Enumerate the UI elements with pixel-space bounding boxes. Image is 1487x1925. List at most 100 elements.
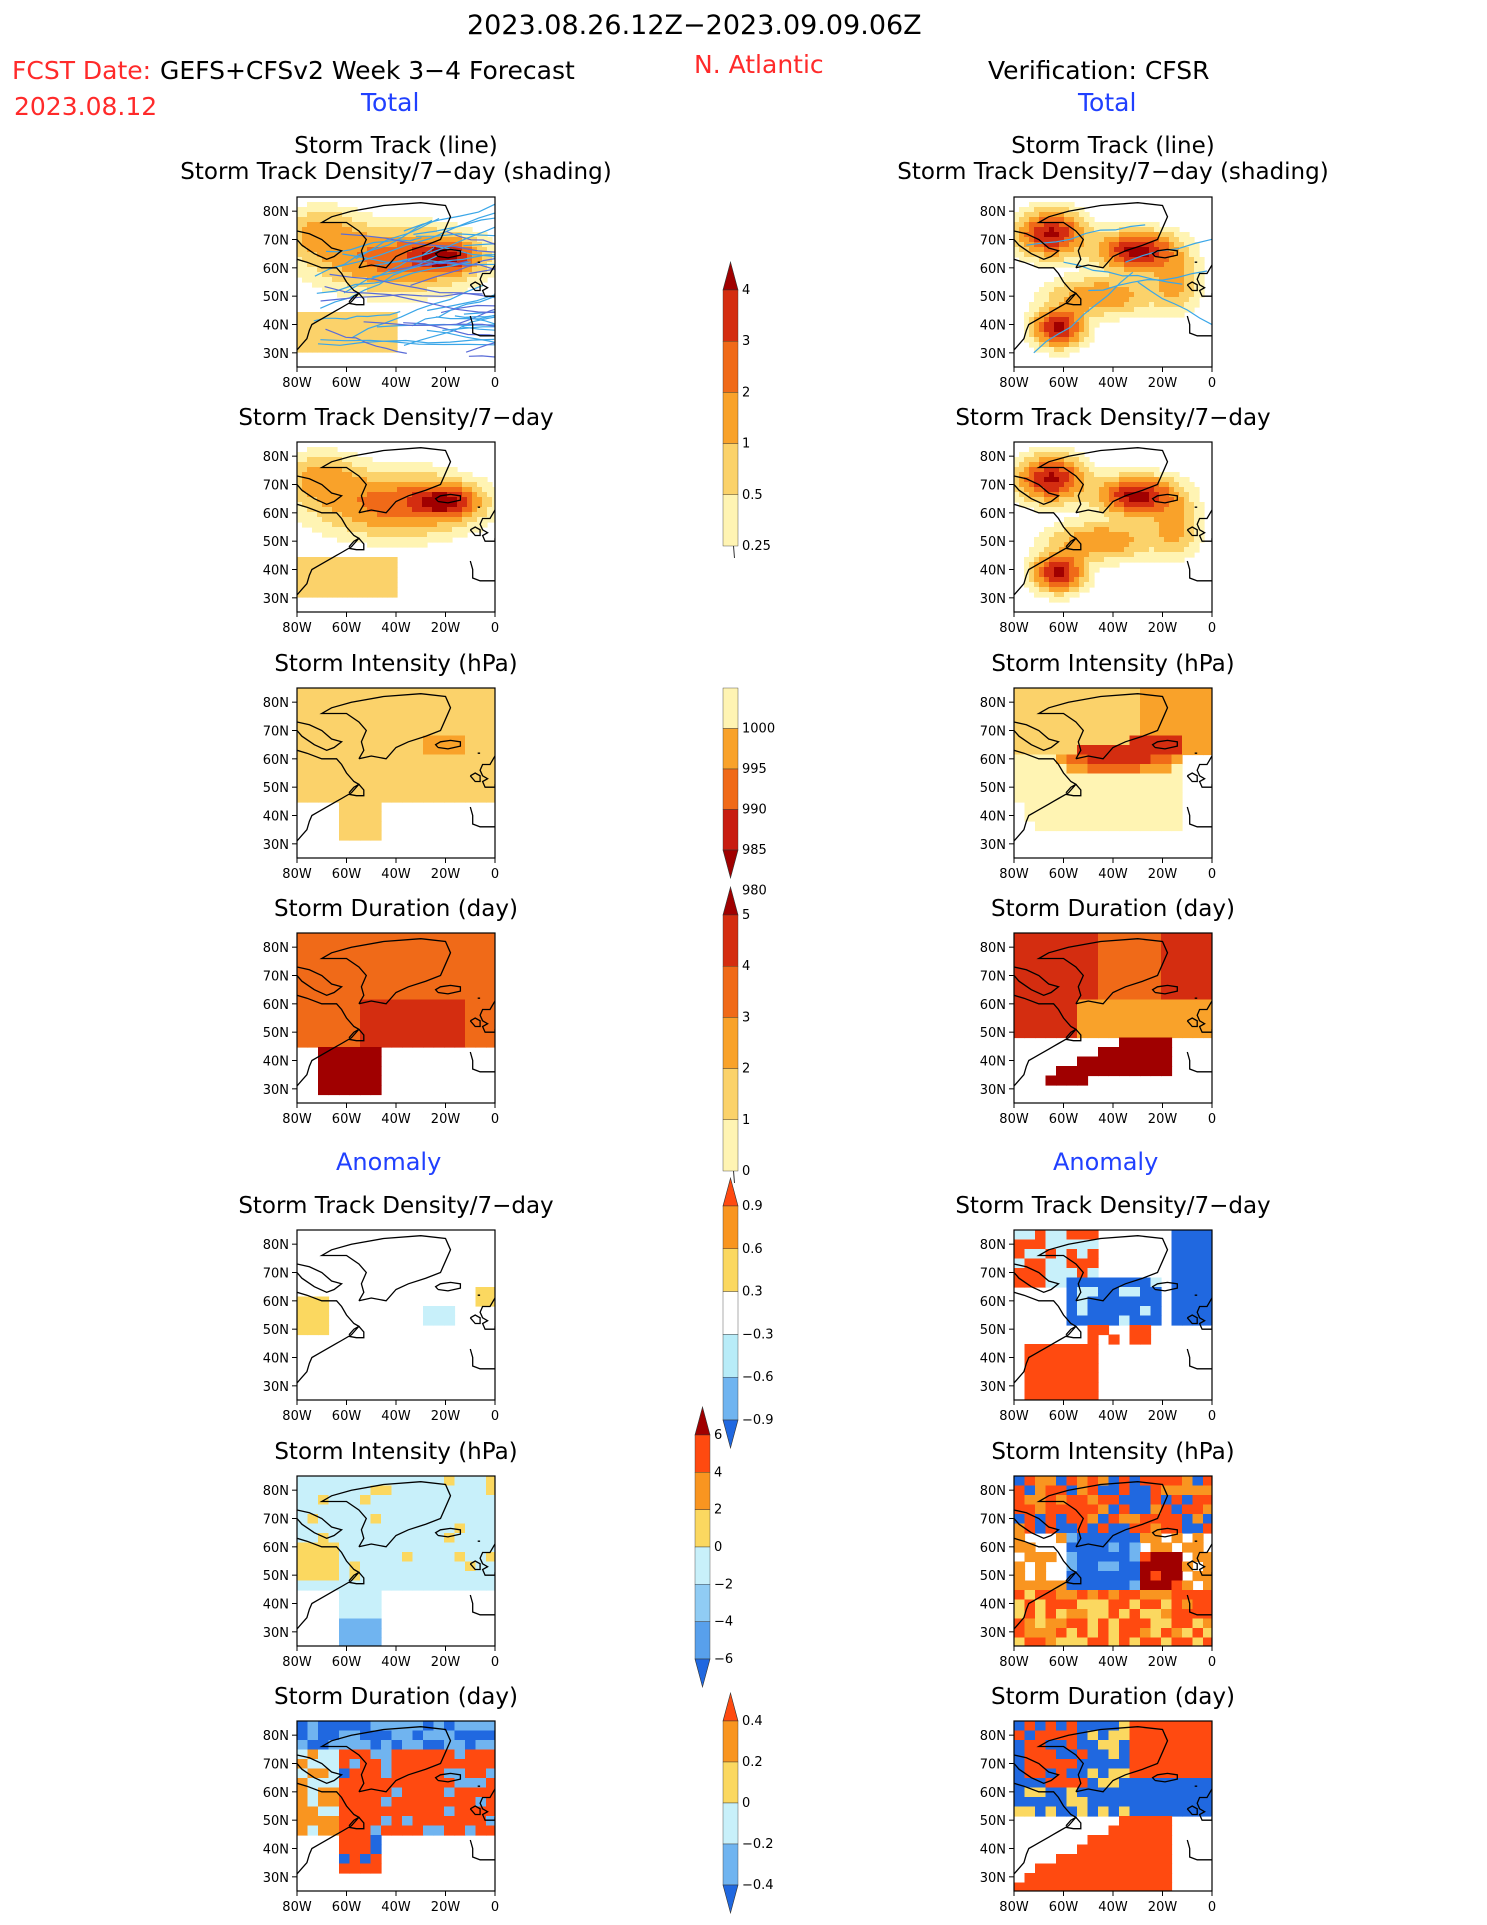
field-cell	[392, 262, 398, 268]
field-cell	[1084, 337, 1090, 343]
field-cell	[1054, 302, 1060, 308]
storm-track-line	[410, 258, 495, 286]
field-cell	[412, 247, 418, 253]
field-cell	[475, 999, 487, 1010]
field-cell	[307, 557, 313, 563]
field-cell	[397, 527, 403, 533]
field-cell	[1059, 242, 1065, 248]
field-cell	[1077, 1277, 1089, 1288]
field-cell	[1089, 482, 1095, 488]
field-cell	[1119, 297, 1125, 303]
field-cell	[312, 237, 318, 243]
field-cell	[457, 282, 463, 288]
field-cell	[1129, 1485, 1141, 1496]
field-cell	[1087, 1334, 1099, 1345]
field-cell	[1174, 527, 1180, 533]
field-cell	[312, 497, 318, 503]
field-cell	[1069, 592, 1075, 598]
field-cell	[1024, 1009, 1036, 1020]
field-cell	[1014, 482, 1020, 488]
field-cell	[1139, 257, 1145, 263]
field-cell	[1144, 497, 1150, 503]
field-cell	[482, 482, 488, 488]
field-cell	[454, 999, 466, 1010]
field-cell	[442, 267, 448, 273]
field-cell	[1159, 482, 1165, 488]
field-cell	[433, 773, 445, 784]
field-cell	[1129, 933, 1141, 944]
field-cell	[1034, 482, 1040, 488]
field-cell	[328, 764, 340, 775]
field-cell	[465, 697, 477, 708]
field-cell	[382, 562, 388, 568]
field-cell	[427, 507, 433, 513]
field-cell	[372, 522, 378, 528]
field-cell	[442, 467, 448, 473]
field-cell	[465, 942, 477, 953]
field-cell	[1087, 1325, 1099, 1336]
field-cell	[402, 262, 408, 268]
field-cell	[307, 688, 319, 699]
field-cell	[1079, 537, 1085, 543]
field-cell	[362, 562, 368, 568]
field-cell	[1044, 247, 1050, 253]
field-cell	[1184, 537, 1190, 543]
field-cell	[465, 1514, 477, 1525]
field-cell	[1119, 773, 1131, 784]
field-cell	[328, 1542, 340, 1553]
field-cell	[433, 1306, 445, 1317]
field-cell	[1203, 952, 1212, 963]
field-cell	[372, 477, 378, 483]
field-cell	[352, 247, 358, 253]
field-cell	[367, 487, 373, 493]
field-cell	[1014, 467, 1020, 473]
field-cell	[1059, 202, 1065, 208]
field-cell	[302, 522, 308, 528]
field-cell	[1099, 547, 1105, 553]
field-cell	[1203, 1009, 1212, 1020]
field-cell	[387, 587, 393, 593]
field-cell	[1014, 1028, 1026, 1039]
field-cell	[1104, 297, 1110, 303]
field-cell	[302, 477, 308, 483]
field-cell	[1109, 247, 1115, 253]
field-cell	[370, 792, 382, 803]
field-cell	[1056, 1249, 1068, 1260]
field-cell	[1034, 572, 1040, 578]
field-cell	[1119, 933, 1131, 944]
field-cell	[367, 312, 373, 318]
field-cell	[322, 512, 328, 518]
field-cell	[1079, 522, 1085, 528]
field-cell	[1098, 961, 1110, 972]
field-cell	[397, 232, 403, 238]
field-cell	[1087, 961, 1099, 972]
field-cell	[1035, 980, 1047, 991]
field-cell	[402, 933, 414, 944]
field-cell	[332, 462, 338, 468]
field-cell	[1084, 272, 1090, 278]
field-cell	[486, 1037, 495, 1048]
field-cell	[1159, 252, 1165, 258]
field-cell	[297, 482, 303, 488]
field-cell	[1192, 1315, 1204, 1326]
field-cell	[1074, 527, 1080, 533]
field-cell	[447, 522, 453, 528]
field-cell	[328, 952, 340, 963]
field-cell	[1064, 517, 1070, 523]
field-cell	[1087, 1315, 1099, 1326]
field-cell	[1139, 522, 1145, 528]
field-cell	[337, 572, 343, 578]
field-cell	[370, 811, 382, 822]
field-cell	[381, 1580, 393, 1591]
field-cell	[337, 487, 343, 493]
field-cell	[392, 332, 398, 338]
field-cell	[370, 1580, 382, 1591]
field-cell	[423, 1514, 435, 1525]
field-cell	[1069, 472, 1075, 478]
field-cell	[377, 267, 383, 273]
field-cell	[1019, 467, 1025, 473]
field-cell	[352, 557, 358, 563]
field-cell	[362, 592, 368, 598]
field-cell	[1064, 482, 1070, 488]
field-cell	[1171, 773, 1183, 784]
